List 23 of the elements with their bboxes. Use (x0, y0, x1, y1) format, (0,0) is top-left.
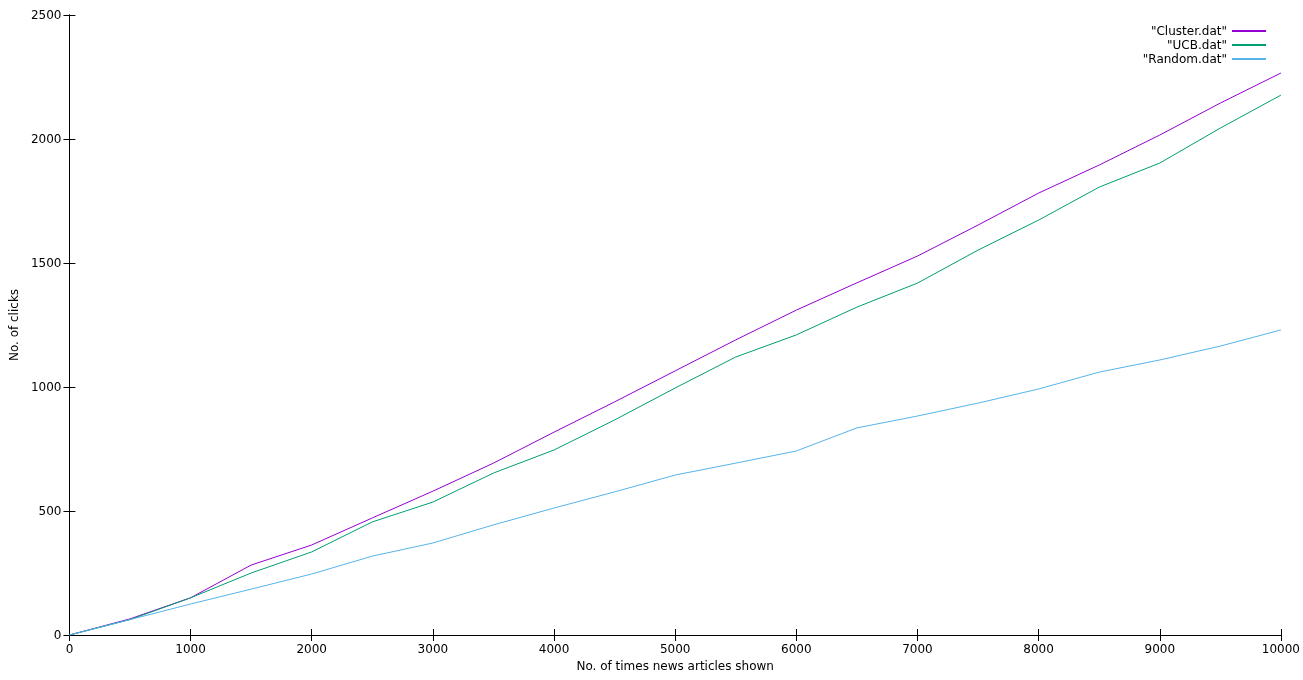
y-tick-label: 0 (53, 628, 62, 642)
x-tick-label: 0 (65, 642, 74, 656)
legend-label: "Random.dat" (1142, 52, 1227, 66)
legend-label: "UCB.dat" (1167, 38, 1227, 52)
x-tick-label: 10000 (1261, 642, 1301, 656)
x-tick-label: 7000 (902, 642, 933, 656)
x-tick-label: 9000 (1144, 642, 1176, 656)
line-series (68, 329, 1282, 636)
y-tick-label: 2000 (30, 132, 62, 146)
y-tick-label: 1500 (30, 256, 62, 270)
x-tick-label: 1000 (175, 642, 206, 656)
y-tick-label: 500 (38, 504, 62, 518)
x-tick-label: 5000 (659, 642, 691, 656)
x-tick-label: 6000 (781, 642, 812, 656)
y-tick-label: 2500 (30, 8, 62, 22)
y-axis-title: No. of clicks (7, 288, 21, 362)
x-tick-label: 8000 (1023, 642, 1054, 656)
x-tick-label: 3000 (417, 642, 449, 656)
x-tick-label: 2000 (296, 642, 328, 656)
legend-label: "Cluster.dat" (1150, 24, 1227, 38)
x-tick-label: 4000 (538, 642, 570, 656)
x-axis-title: No. of times news articles shown (576, 658, 774, 673)
y-tick-label: 1000 (30, 380, 62, 394)
